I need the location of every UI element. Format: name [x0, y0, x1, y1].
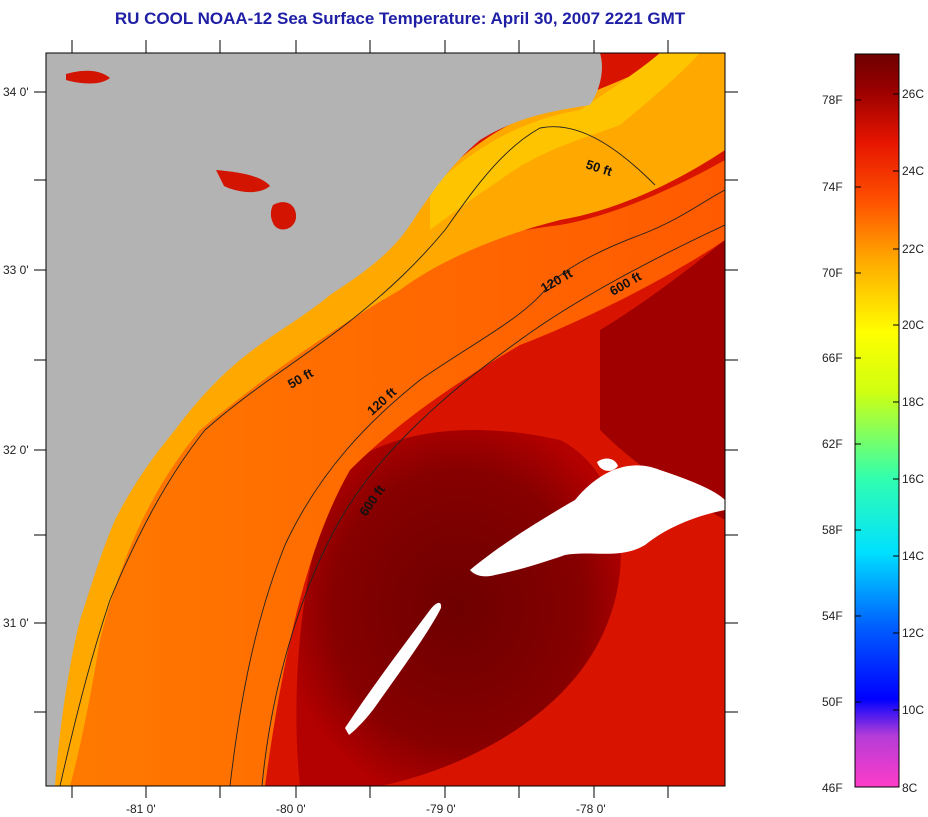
inland-lake	[66, 70, 110, 84]
lon-label: -79 0'	[426, 802, 456, 816]
lon-label: -78 0'	[576, 802, 606, 816]
lon-label: -80 0'	[276, 802, 306, 816]
lat-label: 34 0'	[3, 85, 29, 99]
map-title: RU COOL NOAA-12 Sea Surface Temperature:…	[114, 9, 686, 28]
celsius-label: 18C	[902, 395, 924, 409]
nearshore-water	[430, 53, 700, 230]
inland-lake	[270, 202, 297, 230]
celsius-label: 20C	[902, 318, 924, 332]
fahrenheit-label: 78F	[822, 93, 843, 107]
inland-lake	[216, 170, 270, 193]
celsius-label: 26C	[902, 87, 924, 101]
map-frame	[45, 52, 726, 787]
fahrenheit-label: 66F	[822, 351, 843, 365]
celsius-label: 22C	[902, 242, 924, 256]
fahrenheit-label: 54F	[822, 609, 843, 623]
colorbar-scale	[854, 53, 900, 788]
contour-600ft	[261, 224, 725, 786]
land-coastline	[46, 53, 602, 786]
fahrenheit-label: 58F	[822, 523, 843, 537]
celsius-label: 16C	[902, 472, 924, 486]
cloud-streak	[345, 602, 442, 735]
celsius-label: 8C	[902, 781, 918, 795]
celsius-label: 14C	[902, 549, 924, 563]
cloud-patch	[597, 458, 618, 471]
lon-axis: -81 0' -80 0' -79 0' -78 0'	[71, 40, 669, 816]
celsius-label: 24C	[902, 164, 924, 178]
fahrenheit-label: 50F	[822, 695, 843, 709]
lat-label: 33 0'	[3, 263, 29, 277]
celsius-label: 12C	[902, 626, 924, 640]
lat-axis: 34 0' 33 0' 32 0' 31 0'	[3, 85, 738, 713]
celsius-scale: 26C 24C 22C 20C 18C 16C 14C 12C 10C 8C	[902, 87, 924, 795]
contour-50ft	[59, 126, 656, 786]
fahrenheit-scale: 78F 74F 70F 66F 62F 58F 54F 50F 46F	[822, 93, 843, 795]
fahrenheit-label: 46F	[822, 781, 843, 795]
contour-120ft	[229, 189, 725, 786]
cloud-patch	[470, 465, 725, 577]
fahrenheit-label: 74F	[822, 180, 843, 194]
lat-label: 31 0'	[3, 616, 29, 630]
fahrenheit-label: 62F	[822, 437, 843, 451]
lat-label: 32 0'	[3, 443, 29, 457]
celsius-label: 10C	[902, 703, 924, 717]
warm-region-east	[600, 240, 725, 520]
fahrenheit-label: 70F	[822, 266, 843, 280]
lon-label: -81 0'	[126, 802, 156, 816]
